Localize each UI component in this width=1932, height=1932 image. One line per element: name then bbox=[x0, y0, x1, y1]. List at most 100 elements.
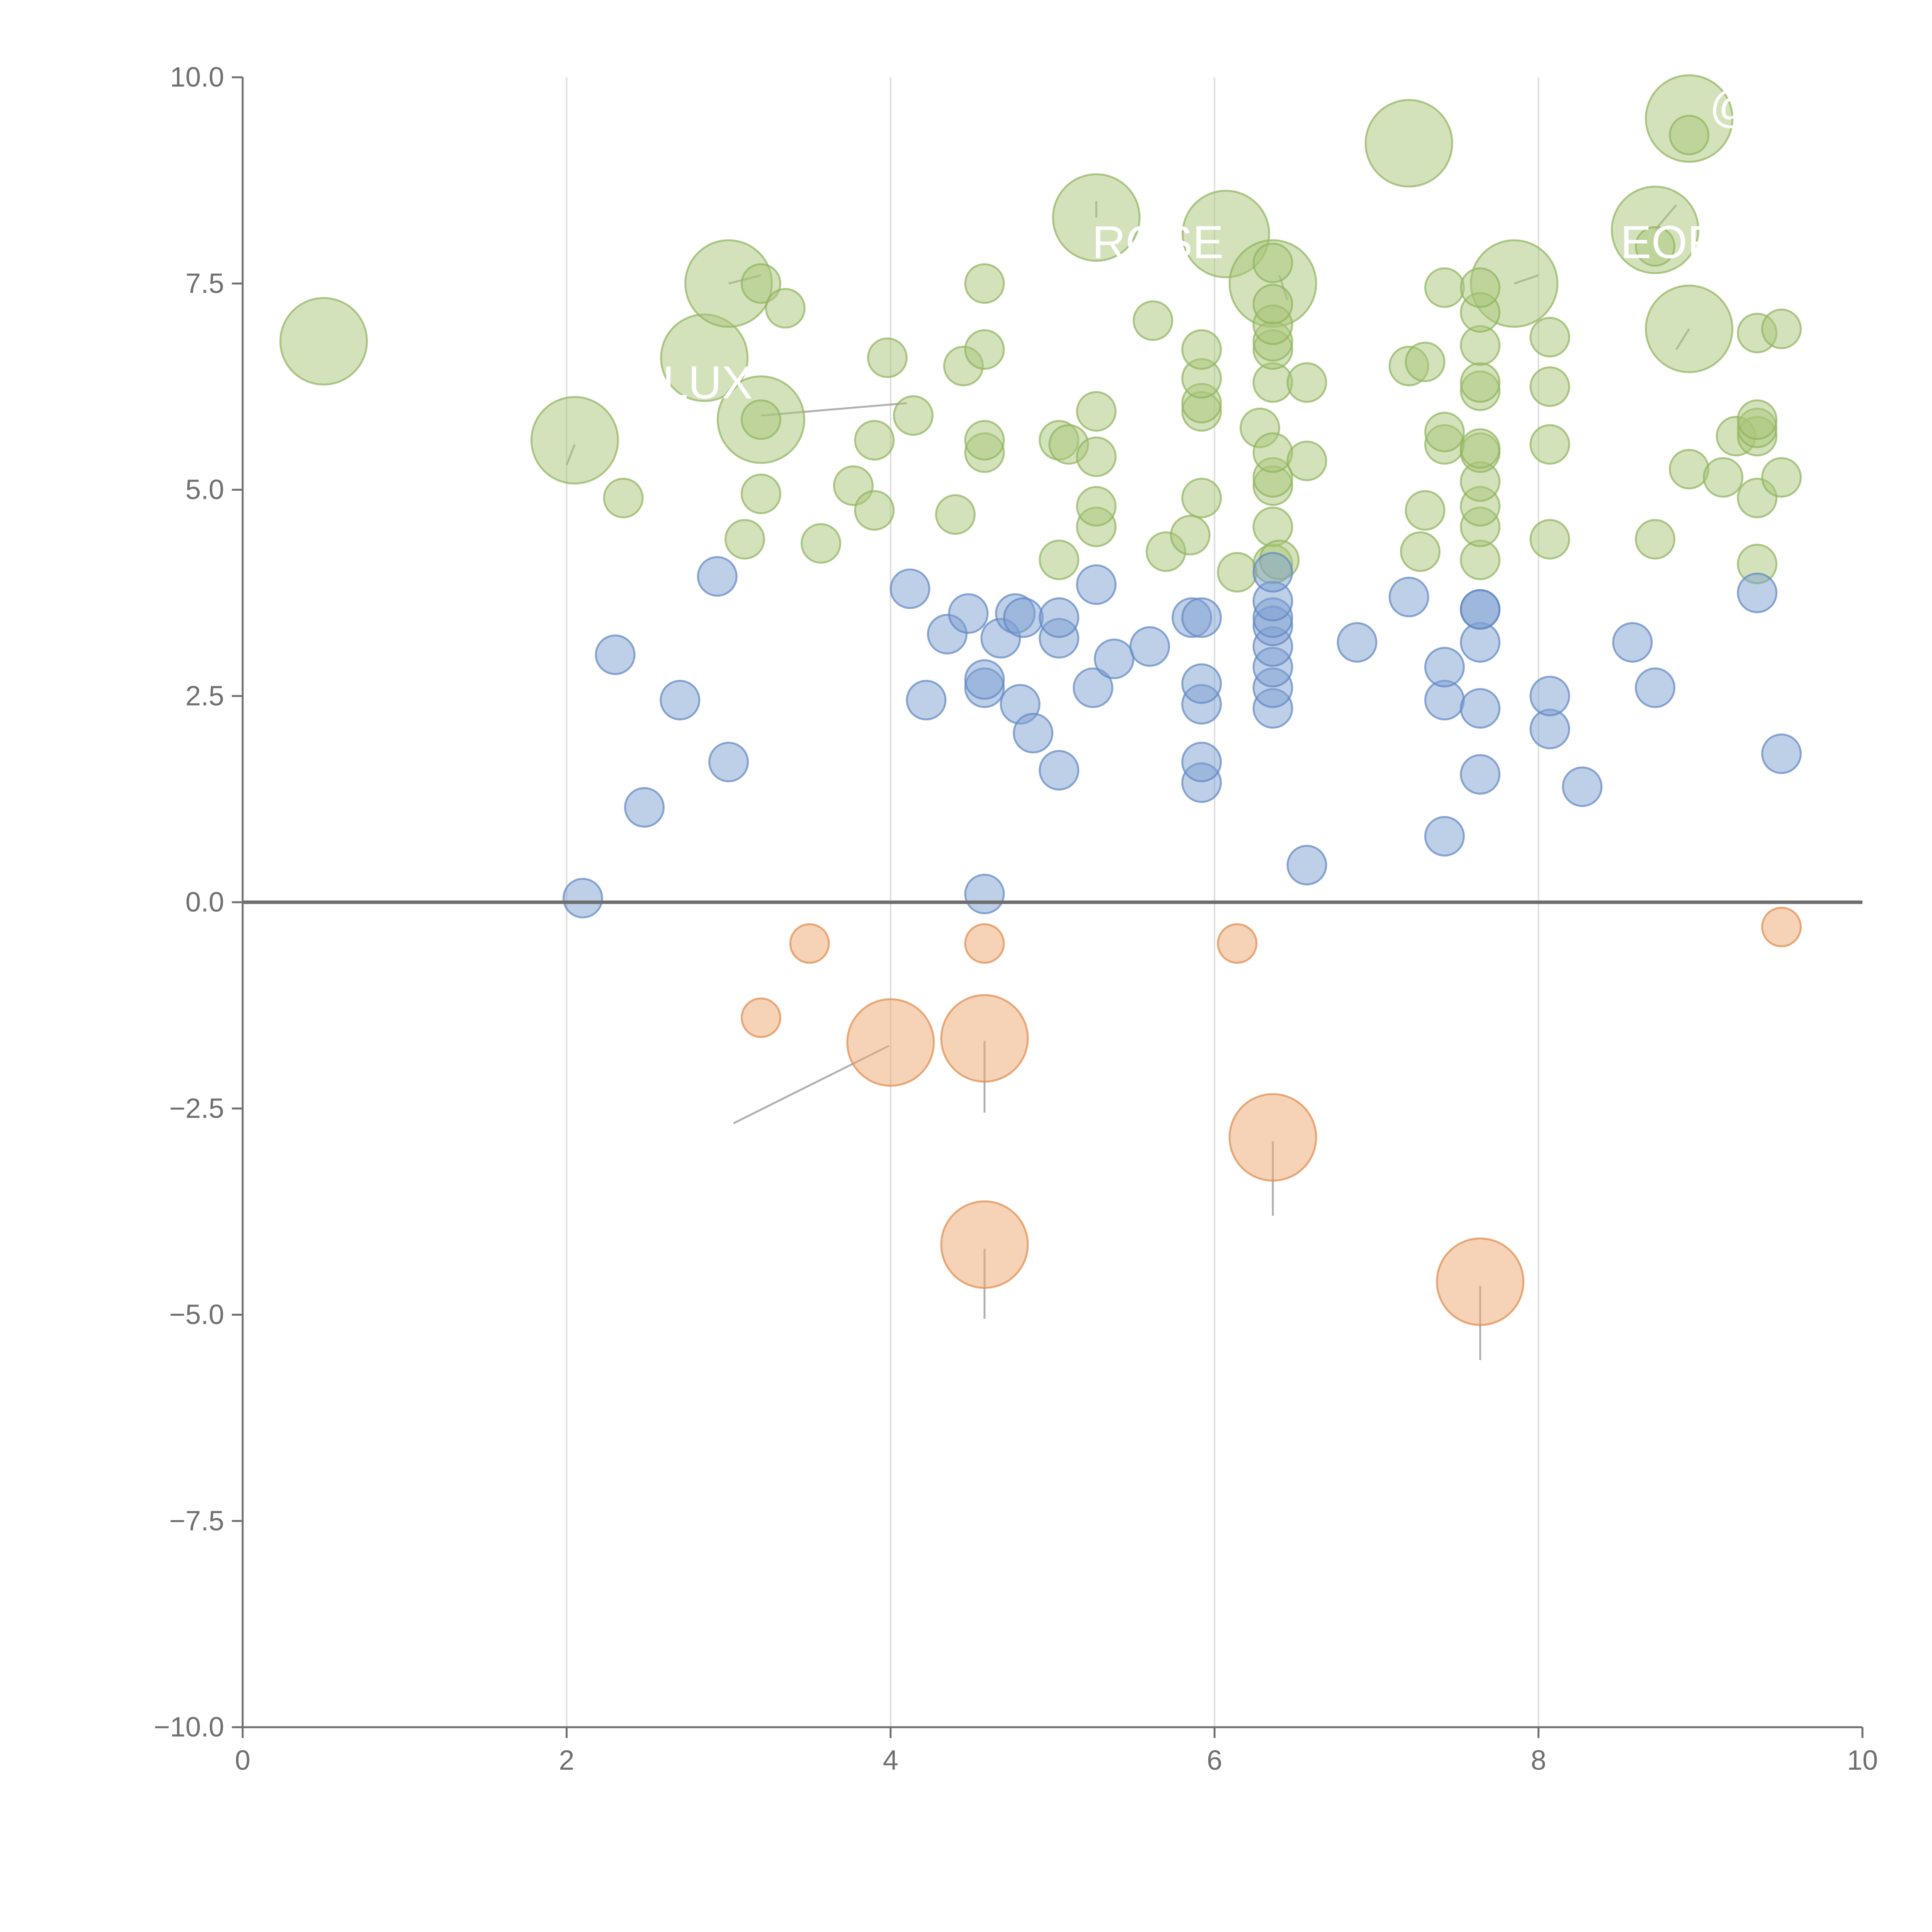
orange-bubble bbox=[1436, 1237, 1525, 1326]
orange-bubble bbox=[1217, 923, 1258, 964]
green-bubble bbox=[964, 329, 1005, 370]
orange-bubble bbox=[940, 994, 1029, 1083]
blue-bubble bbox=[1013, 713, 1054, 753]
blue-bubble bbox=[1076, 564, 1117, 605]
green-bubble bbox=[1460, 362, 1501, 403]
green-bubble bbox=[740, 399, 781, 440]
blue-bubble bbox=[1039, 750, 1080, 791]
green-bubble bbox=[1634, 519, 1675, 560]
blue-bubble bbox=[1252, 552, 1293, 593]
blue-bubble bbox=[624, 787, 665, 828]
bubble-annotation-label: EOF bbox=[1621, 216, 1716, 268]
tick-labels: 10.0 7.5 5.0 2.5 0.0 −2.5 −5.0 −7.5 −10.0 0 2 4 6 8 10 bbox=[154, 62, 1878, 1776]
orange-bubble bbox=[940, 1200, 1029, 1289]
x-tick-label: 10 bbox=[1847, 1745, 1878, 1776]
green-bubble bbox=[1181, 478, 1222, 519]
blue-bubble bbox=[1073, 667, 1114, 708]
blue-bubble bbox=[1129, 626, 1170, 667]
blue-bubble bbox=[595, 634, 636, 675]
green-bubble bbox=[1761, 308, 1802, 349]
green-bubble bbox=[1702, 457, 1743, 498]
blue-bubble bbox=[1003, 597, 1044, 638]
green-bubble bbox=[530, 396, 619, 485]
blue-bubble bbox=[1612, 622, 1653, 663]
x-tick-label: 8 bbox=[1531, 1745, 1546, 1776]
orange-bubble bbox=[964, 923, 1005, 964]
blue-bubble bbox=[1337, 622, 1378, 663]
green-bubble bbox=[1529, 424, 1570, 465]
green-bubble bbox=[1039, 539, 1080, 580]
green-bubble bbox=[765, 288, 806, 329]
green-bubble bbox=[964, 420, 1005, 461]
green-bubble bbox=[893, 395, 934, 436]
blue-bubble bbox=[1761, 733, 1802, 774]
y-tick-label: 2.5 bbox=[185, 680, 224, 711]
green-bubble bbox=[1668, 449, 1709, 490]
green-bubble bbox=[1460, 267, 1501, 308]
y-tick-label: 5.0 bbox=[185, 474, 224, 505]
blue-bubble bbox=[1181, 742, 1222, 782]
green-bubble bbox=[1405, 342, 1446, 383]
green-bubble bbox=[1634, 226, 1675, 267]
y-tick-label: −7.5 bbox=[169, 1505, 224, 1536]
green-bubble bbox=[1645, 284, 1733, 373]
blue-bubble bbox=[1634, 667, 1675, 708]
green-bubble bbox=[801, 523, 842, 564]
green-bubble bbox=[1529, 366, 1570, 407]
green-bubble bbox=[964, 263, 1005, 304]
green-bubble bbox=[1424, 267, 1465, 308]
blue-bubble bbox=[1737, 572, 1778, 613]
blue-bubble bbox=[906, 680, 947, 721]
x-tick-label: 2 bbox=[559, 1745, 574, 1776]
bubble-annotation-label: ROSE bbox=[1092, 216, 1223, 268]
y-tick-label: 0.0 bbox=[185, 887, 224, 918]
y-tick-label: −5.0 bbox=[169, 1299, 224, 1330]
y-tick-label: 7.5 bbox=[185, 268, 224, 299]
green-bubble bbox=[1133, 300, 1173, 341]
green-bubble bbox=[1076, 486, 1117, 527]
blue-bubble bbox=[948, 593, 989, 634]
blue-bubble bbox=[562, 878, 603, 918]
green-bubble bbox=[740, 263, 781, 304]
green-bubble bbox=[740, 473, 781, 514]
green-bubble bbox=[1400, 531, 1441, 572]
blue-bubble bbox=[1424, 816, 1465, 857]
blue-bubble bbox=[1529, 675, 1570, 716]
green-bubble bbox=[1252, 507, 1293, 548]
green-bubble bbox=[1460, 428, 1501, 469]
blue-bubble bbox=[889, 568, 930, 609]
bubble-annotation-label: LUX bbox=[662, 357, 752, 408]
blue-bubble bbox=[660, 680, 701, 721]
y-tick-label: 10.0 bbox=[170, 62, 224, 93]
blue-bubble bbox=[1181, 663, 1222, 704]
green-bubble bbox=[1286, 362, 1327, 403]
green-bubble bbox=[1217, 552, 1258, 593]
green-bubble bbox=[1286, 440, 1327, 481]
green-bubble bbox=[854, 420, 895, 461]
blue-bubble bbox=[1094, 638, 1134, 679]
blue-bubble bbox=[1181, 597, 1222, 638]
blue-bubble bbox=[1460, 589, 1501, 630]
orange-bubble bbox=[1228, 1093, 1317, 1182]
blue-bubble bbox=[697, 556, 738, 597]
bubble-annotation-label: @ bbox=[1709, 80, 1757, 132]
x-tick-label: 0 bbox=[235, 1745, 250, 1776]
green-bubble bbox=[1052, 173, 1141, 262]
orange-series bbox=[740, 906, 1802, 1326]
y-tick-label: −10.0 bbox=[154, 1712, 224, 1743]
green-bubble bbox=[603, 478, 644, 519]
green-bubble bbox=[1405, 490, 1446, 531]
green-bubble bbox=[1252, 284, 1293, 325]
green-bubble bbox=[724, 519, 765, 560]
green-bubble bbox=[1529, 317, 1570, 358]
blue-bubble bbox=[1388, 577, 1429, 617]
green-bubble bbox=[935, 494, 976, 535]
blue-bubble bbox=[1460, 688, 1501, 729]
green-bubble bbox=[854, 490, 895, 531]
green-bubble bbox=[1761, 457, 1802, 498]
green-bubble bbox=[1252, 432, 1293, 473]
green-bubble bbox=[1364, 99, 1453, 188]
green-bubble bbox=[1076, 436, 1117, 477]
green-bubble bbox=[1529, 519, 1570, 560]
